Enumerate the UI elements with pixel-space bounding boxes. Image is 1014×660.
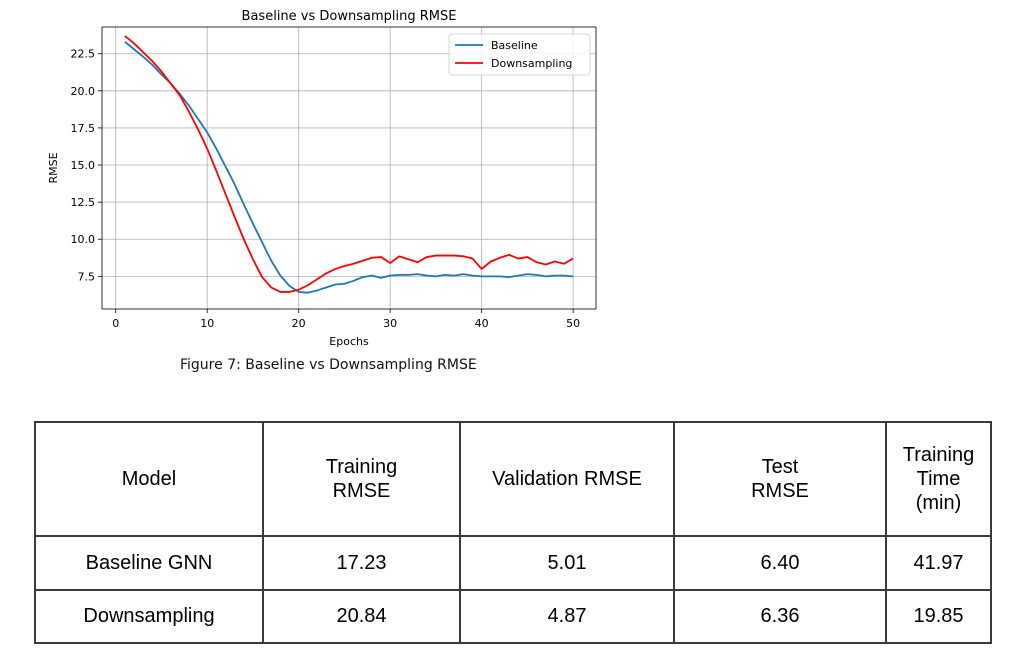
row-baseline-validation-rmse: 5.01 xyxy=(459,535,675,591)
figure-caption: Figure 7: Baseline vs Downsampling RMSE xyxy=(180,357,477,373)
row-baseline-model: Baseline GNN xyxy=(34,535,264,591)
y-tick-label: 12.5 xyxy=(71,196,96,209)
x-tick-label: 0 xyxy=(112,317,119,330)
x-tick-label: 40 xyxy=(475,317,489,330)
series-line-downsampling xyxy=(124,35,574,293)
y-tick-label: 17.5 xyxy=(71,122,96,135)
y-tick-label: 20.0 xyxy=(71,85,96,98)
header-training-time: Training Time (min) xyxy=(885,421,992,537)
y-axis-label: RMSE xyxy=(47,152,60,183)
row-baseline-training-time: 41.97 xyxy=(885,535,992,591)
y-tick-label: 7.5 xyxy=(78,270,96,283)
series-line-baseline xyxy=(124,41,574,294)
results-table: Model Training RMSE Validation RMSE Test… xyxy=(34,421,992,644)
header-training-rmse: Training RMSE xyxy=(262,421,461,537)
x-axis-label: Epochs xyxy=(329,335,369,348)
row-downsampling-training-rmse: 20.84 xyxy=(262,588,461,644)
table-row: Baseline GNN 17.23 5.01 6.40 41.97 xyxy=(34,535,992,591)
x-tick-label: 10 xyxy=(200,317,214,330)
header-model: Model xyxy=(34,421,264,537)
header-validation-rmse: Validation RMSE xyxy=(459,421,675,537)
table-row: Downsampling 20.84 4.87 6.36 19.85 xyxy=(34,588,992,644)
x-tick-label: 20 xyxy=(292,317,306,330)
table-header-row: Model Training RMSE Validation RMSE Test… xyxy=(34,421,992,537)
y-tick-label: 15.0 xyxy=(71,159,96,172)
rmse-line-chart: 0 10 20 30 40 50 7.5 10.0 12.5 15.0 17.5 20.0 22.5 Ba… xyxy=(47,9,597,348)
header-test-rmse: Test RMSE xyxy=(673,421,887,537)
plot-frame xyxy=(101,26,597,310)
legend-label-downsampling: Downsampling xyxy=(491,57,572,70)
y-tick-label: 22.5 xyxy=(71,48,96,61)
legend-box xyxy=(448,33,591,76)
x-tick-label: 50 xyxy=(566,317,580,330)
row-baseline-training-rmse: 17.23 xyxy=(262,535,461,591)
row-downsampling-model: Downsampling xyxy=(34,588,264,644)
row-downsampling-validation-rmse: 4.87 xyxy=(459,588,675,644)
chart-title: Baseline vs Downsampling RMSE xyxy=(242,9,457,24)
row-downsampling-training-time: 19.85 xyxy=(885,588,992,644)
row-baseline-test-rmse: 6.40 xyxy=(673,535,887,591)
x-tick-label: 30 xyxy=(383,317,397,330)
legend-label-baseline: Baseline xyxy=(491,39,538,52)
row-downsampling-test-rmse: 6.36 xyxy=(673,588,887,644)
y-tick-label: 10.0 xyxy=(71,233,96,246)
